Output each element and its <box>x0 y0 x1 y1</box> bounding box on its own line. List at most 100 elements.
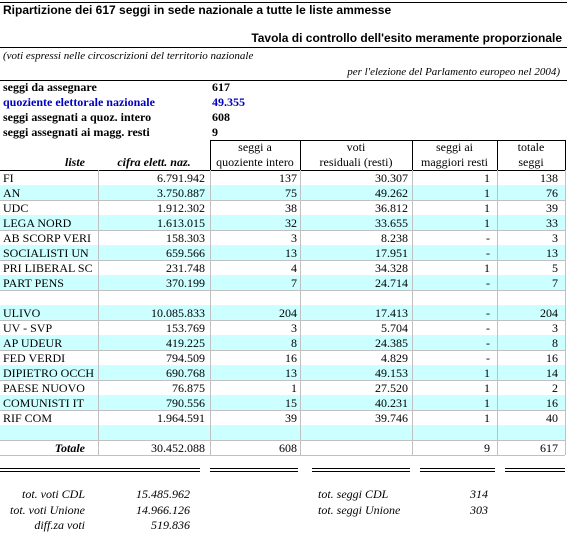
rule <box>312 468 410 469</box>
party-name: FED VERDI <box>3 351 66 365</box>
cell: 204 <box>540 306 558 320</box>
cell: 49.262 <box>375 186 408 200</box>
rule <box>0 2 567 3</box>
rule <box>0 320 565 321</box>
cell: 3 <box>291 231 297 245</box>
cell: 3 <box>552 231 558 245</box>
cell: 8 <box>552 336 558 350</box>
cell: - <box>486 321 490 335</box>
summary-label: seggi assegnati a quoz. intero <box>3 110 152 124</box>
cell: 6.791.942 <box>157 171 205 185</box>
cell: 13 <box>546 246 558 260</box>
footer-label: diff.za voti <box>34 518 85 532</box>
cell: 40.231 <box>375 396 408 410</box>
column-header: totale <box>517 140 545 154</box>
column-header: seggi a <box>238 140 272 154</box>
footer-label: tot. voti Unione <box>10 502 85 517</box>
rule <box>505 471 565 472</box>
cell: 30.307 <box>375 171 408 185</box>
rule <box>497 170 498 455</box>
column-header: seggi ai <box>436 140 473 154</box>
cell: 1 <box>484 366 490 380</box>
party-name: PAESE NUOVO <box>3 381 85 395</box>
rule <box>0 200 565 201</box>
column-header: quoziente intero <box>216 155 294 169</box>
cell: 39 <box>546 201 558 215</box>
party-name: SOCIALISTI UN <box>3 246 89 260</box>
column-header: cifra elett. naz. <box>117 155 191 169</box>
rule <box>0 170 565 171</box>
footer-value: 303 <box>470 502 488 517</box>
total-cell: 9 <box>484 441 490 455</box>
rule <box>0 455 565 456</box>
rule <box>0 471 200 472</box>
summary-value: 49.355 <box>212 95 245 109</box>
row-fill <box>0 395 565 410</box>
cell: 1 <box>484 186 490 200</box>
row-fill <box>0 215 565 230</box>
rule <box>0 410 565 411</box>
cell: 14 <box>546 366 558 380</box>
footer-label: tot. voti CDL <box>21 487 85 501</box>
column-header: voti <box>346 140 366 154</box>
summary-value: 608 <box>212 110 230 124</box>
rule <box>0 230 565 231</box>
rule <box>210 468 298 469</box>
cell: 40 <box>546 411 558 425</box>
footer-label: tot. seggi Unione <box>318 502 401 517</box>
cell: 3 <box>552 321 558 335</box>
footer-value: 314 <box>470 487 488 501</box>
column-header: maggiori resti <box>421 155 488 169</box>
title: Ripartizione dei 617 seggi in sede nazio… <box>3 3 392 17</box>
row-fill <box>0 305 565 320</box>
subtitle: Tavola di controllo dell'esito meramente… <box>251 31 562 45</box>
cell: 231.748 <box>166 261 205 275</box>
summary-value: 9 <box>212 125 218 139</box>
column-header: liste <box>65 155 85 169</box>
party-name: PART PENS <box>3 276 64 290</box>
cell: 419.225 <box>166 336 205 350</box>
cell: 15 <box>285 396 297 410</box>
note: (voti espressi nelle circoscrizioni del … <box>3 50 254 62</box>
cell: 153.769 <box>166 321 205 335</box>
total-cell: 617 <box>540 441 558 455</box>
row-fill <box>0 185 565 200</box>
summary-label: seggi da assegnare <box>3 80 97 94</box>
total-cell: 30.452.088 <box>151 441 205 455</box>
cell: 137 <box>279 171 297 185</box>
total-label: Totale <box>54 441 85 455</box>
cell: 5.704 <box>381 321 408 335</box>
party-name: FI <box>3 171 14 185</box>
party-name: RIF COM <box>3 411 53 425</box>
cell: - <box>486 276 490 290</box>
cell: - <box>486 306 490 320</box>
cell: 1 <box>484 396 490 410</box>
rule <box>98 170 99 455</box>
cell: 7 <box>291 276 297 290</box>
cell: 38 <box>285 201 297 215</box>
rule <box>210 140 211 170</box>
party-name: UDC <box>3 201 29 215</box>
rule <box>0 468 200 469</box>
rule <box>210 140 565 141</box>
rule <box>0 440 565 441</box>
cell: 1.964.591 <box>157 411 205 425</box>
cell: 790.556 <box>166 396 205 410</box>
cell: 5 <box>552 261 558 275</box>
rule <box>0 350 565 351</box>
rule <box>210 471 298 472</box>
cell: 3 <box>291 321 297 335</box>
cell: 16 <box>285 351 297 365</box>
cell: 1 <box>291 381 297 395</box>
rule <box>300 170 301 455</box>
cell: 24.714 <box>375 276 408 290</box>
footer-value: 15.485.962 <box>136 487 190 501</box>
rule <box>0 80 567 81</box>
cell: 39.746 <box>375 411 408 425</box>
cell: 2 <box>552 381 558 395</box>
cell: 39 <box>285 411 297 425</box>
cell: 8.238 <box>381 231 408 245</box>
cell: 76 <box>546 186 558 200</box>
cell: 13 <box>285 246 297 260</box>
